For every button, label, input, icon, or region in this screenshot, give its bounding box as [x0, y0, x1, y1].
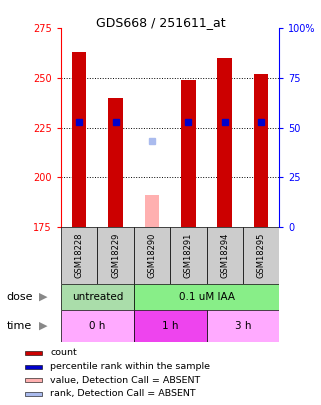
Text: 3 h: 3 h [235, 321, 251, 331]
Bar [206, 227, 243, 284]
Bar [134, 284, 279, 310]
Text: count: count [50, 348, 77, 357]
Text: ▶: ▶ [39, 292, 47, 302]
Text: 0.1 uM IAA: 0.1 uM IAA [178, 292, 235, 302]
Bar [25, 365, 42, 369]
Bar [25, 392, 42, 396]
Text: GSM18229: GSM18229 [111, 232, 120, 278]
Bar [61, 284, 134, 310]
Bar [170, 227, 206, 284]
Text: rank, Detection Call = ABSENT: rank, Detection Call = ABSENT [50, 389, 196, 399]
Bar [243, 227, 279, 284]
Bar [134, 310, 206, 342]
Text: 0 h: 0 h [89, 321, 106, 331]
Text: GSM18228: GSM18228 [75, 232, 84, 278]
Bar [145, 195, 159, 227]
Bar [97, 227, 134, 284]
Bar [206, 310, 279, 342]
Text: GSM18295: GSM18295 [256, 232, 265, 278]
Text: value, Detection Call = ABSENT: value, Detection Call = ABSENT [50, 376, 200, 385]
Text: dose: dose [6, 292, 33, 302]
Bar [25, 351, 42, 355]
Bar [61, 227, 97, 284]
Bar [25, 378, 42, 382]
Bar [108, 98, 123, 227]
Bar [134, 227, 170, 284]
Text: GSM18290: GSM18290 [147, 232, 156, 278]
Bar [254, 74, 268, 227]
Text: untreated: untreated [72, 292, 123, 302]
Text: time: time [6, 321, 32, 331]
Text: GDS668 / 251611_at: GDS668 / 251611_at [96, 16, 225, 29]
Bar [61, 310, 134, 342]
Text: GSM18291: GSM18291 [184, 232, 193, 278]
Bar [217, 58, 232, 227]
Bar [181, 80, 195, 227]
Text: GSM18294: GSM18294 [220, 232, 229, 278]
Bar [72, 52, 86, 227]
Text: ▶: ▶ [39, 321, 47, 331]
Text: 1 h: 1 h [162, 321, 178, 331]
Text: percentile rank within the sample: percentile rank within the sample [50, 362, 210, 371]
